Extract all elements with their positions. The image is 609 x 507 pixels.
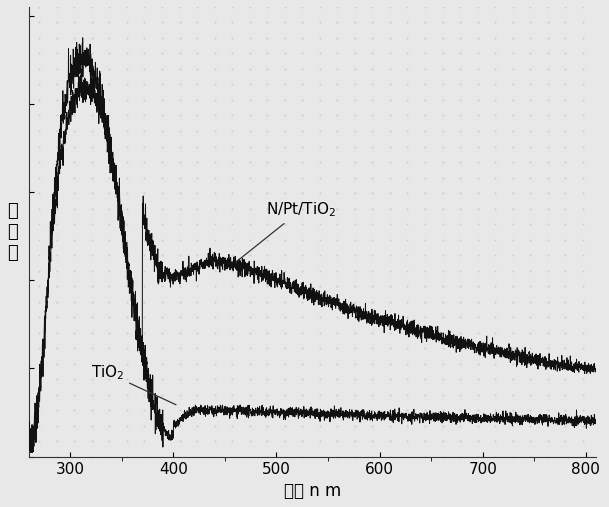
X-axis label: 波长 n m: 波长 n m	[284, 482, 341, 500]
Y-axis label: 吸
光
度: 吸 光 度	[7, 202, 18, 262]
Text: N/Pt/TiO$_2$: N/Pt/TiO$_2$	[238, 200, 336, 261]
Text: TiO$_2$: TiO$_2$	[91, 364, 176, 405]
